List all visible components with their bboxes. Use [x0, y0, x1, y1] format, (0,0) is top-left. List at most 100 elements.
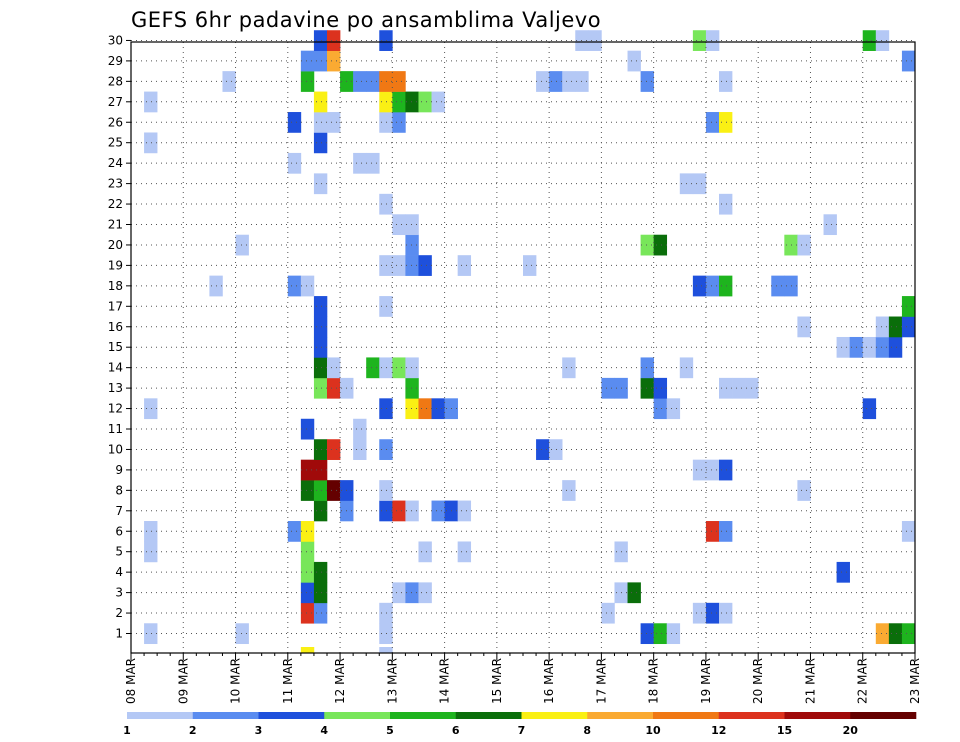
precip-cell: [392, 255, 406, 276]
x-axis-ticks: 08 MAR 09 MAR 10 MAR 11 MAR 12 MAR 13 MAR 14 M…: [124, 653, 922, 704]
precipitation-cells: [144, 30, 916, 653]
y-tick-label: 6: [115, 524, 123, 538]
y-axis-ticks: 1234567891011121314151617181920212223242…: [108, 33, 131, 641]
precip-cell: [901, 623, 916, 645]
y-tick-label: 16: [108, 320, 123, 334]
y-tick-label: 20: [108, 238, 123, 252]
precip-cell: [366, 357, 380, 379]
precip-cell: [287, 275, 302, 297]
precip-cell: [692, 173, 707, 195]
precip-cell: [901, 316, 916, 338]
x-tick-label: 18 MAR: [647, 658, 661, 704]
precip-cell: [313, 480, 328, 501]
precip-cell: [366, 152, 380, 174]
precip-cell: [300, 50, 315, 72]
precip-cell: [300, 602, 315, 624]
y-tick-label: 27: [108, 95, 123, 109]
precip-cell: [327, 357, 341, 379]
precip-cell: [300, 71, 315, 92]
y-tick-label: 28: [108, 74, 123, 88]
colorbar-label: 2: [189, 724, 197, 737]
precip-cell: [640, 377, 654, 399]
precip-cell: [562, 357, 576, 379]
precip-cell: [692, 602, 707, 624]
precip-cell: [379, 480, 393, 501]
precip-cell: [901, 50, 916, 72]
colorbar-label: 3: [255, 724, 263, 737]
precip-cell: [888, 336, 903, 358]
precip-cell: [692, 459, 707, 481]
precip-cell: [536, 439, 550, 460]
precip-cell: [405, 357, 419, 379]
precip-cell: [405, 582, 419, 604]
precip-cell: [313, 336, 328, 358]
precip-cell: [300, 480, 315, 501]
y-tick-label: 23: [108, 177, 123, 191]
y-tick-label: 22: [108, 197, 123, 211]
y-tick-label: 30: [108, 33, 123, 47]
precip-cell: [653, 398, 668, 420]
y-tick-label: 21: [108, 218, 123, 232]
precip-cell: [405, 500, 419, 522]
precip-cell: [144, 521, 158, 542]
precip-cell: [313, 30, 328, 51]
precip-cell: [719, 275, 733, 297]
precip-cell: [313, 50, 328, 72]
precip-cell: [666, 623, 681, 645]
precip-cell: [418, 582, 432, 604]
precip-cell: [313, 459, 328, 481]
precip-cell: [719, 112, 733, 133]
precip-cell: [405, 234, 419, 256]
precip-cell: [327, 480, 341, 501]
precip-cell: [862, 30, 877, 51]
precip-cell: [431, 91, 445, 113]
colorbar-swatch: [653, 712, 720, 719]
precip-cell: [379, 500, 393, 522]
precip-cell: [287, 521, 302, 542]
precip-cell: [823, 214, 837, 236]
precip-cell: [797, 480, 811, 501]
precip-cell: [327, 112, 341, 133]
precip-cell: [379, 398, 393, 420]
colorbar-label: 1: [123, 724, 131, 737]
precip-cell: [627, 50, 641, 72]
precip-cell: [327, 439, 341, 460]
y-tick-label: 8: [115, 483, 123, 497]
precip-cell: [300, 541, 315, 563]
x-tick-label: 13 MAR: [385, 658, 399, 704]
precip-cell: [418, 541, 432, 563]
precip-cell: [705, 275, 720, 297]
precip-cell: [313, 357, 328, 379]
precip-cell: [392, 112, 406, 133]
precip-cell: [901, 296, 916, 317]
chart-title: GEFS 6hr padavine po ansamblima Valjevo: [131, 8, 601, 32]
colorbar-swatch: [390, 712, 457, 719]
y-tick-label: 5: [115, 545, 123, 559]
precip-cell: [353, 71, 367, 92]
precip-cell: [457, 500, 472, 522]
precip-cell: [719, 71, 733, 92]
precip-cell: [601, 602, 615, 624]
precip-cell: [705, 459, 720, 481]
precip-cell: [705, 602, 720, 624]
colorbar-label: 4: [320, 724, 328, 737]
colorbar-swatch: [455, 712, 522, 719]
precip-cell: [313, 91, 328, 113]
precip-cell: [222, 71, 236, 92]
colorbar-swatch: [587, 712, 654, 719]
precip-cell: [327, 377, 341, 399]
precip-cell: [144, 541, 158, 563]
x-tick-label: 08 MAR: [124, 658, 138, 704]
precip-cell: [523, 255, 537, 276]
precip-cell: [875, 30, 890, 51]
precip-cell: [640, 357, 654, 379]
precip-cell: [379, 623, 393, 645]
precip-cell: [379, 91, 393, 113]
x-tick-label: 19 MAR: [699, 658, 713, 704]
precip-cell: [300, 521, 315, 542]
precip-cell: [313, 582, 328, 604]
plot-frame: [130, 41, 916, 654]
x-tick-label: 14 MAR: [438, 658, 452, 704]
precip-cell: [901, 521, 916, 542]
